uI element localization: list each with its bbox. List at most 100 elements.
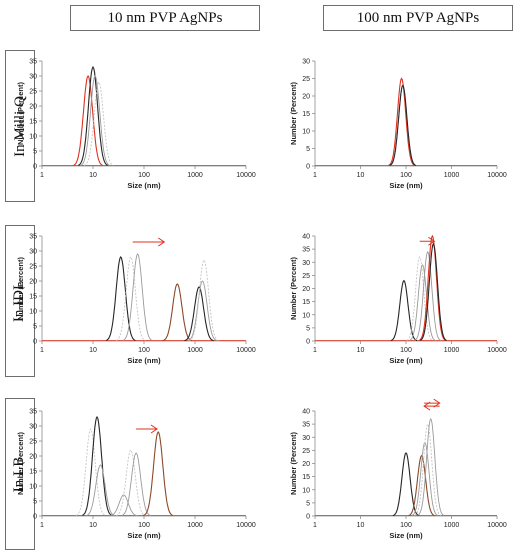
x-tick-label: 10000 [487,522,507,529]
chart-lb-100nm: 0 5 10 15 20 25 30 35 40 1 10 100 1000 10000 Size (nm)… [289,398,507,540]
x-tick-label: 1000 [444,347,460,354]
y-tick-label: 15 [302,474,310,481]
series-line [105,256,136,342]
x-tick-label: 1000 [187,347,203,354]
y-tick-label: 20 [29,104,37,111]
y-tick-label: 30 [29,249,37,256]
y-tick-label: 20 [302,94,310,101]
y-tick-label: 10 [302,487,310,494]
x-axis-title: Size (nm) [127,181,161,190]
series-line [80,75,111,166]
x-tick-label: 10000 [487,172,507,179]
chart-lb-10nm: 0 5 10 15 20 25 30 35 1 10 100 1000 10000 Size (nm) Nu… [16,409,256,541]
y-tick-label: 5 [33,149,37,156]
x-axis-title: Size (nm) [389,531,423,540]
y-tick-label: 30 [302,59,310,66]
series-line [122,253,153,341]
shift-arrow-back-head [423,401,431,411]
column-header-100nm-label: 100 nm PVP AgNPs [356,9,480,26]
y-tick-label: 30 [29,74,37,81]
series-line [83,81,114,166]
y-tick-label: 30 [302,435,310,442]
y-tick-label: 20 [29,454,37,461]
x-tick-label: 1000 [187,172,203,179]
series-line [115,449,146,517]
shift-arrow-head [428,236,436,246]
y-tick-label: 25 [302,76,310,83]
y-tick-label: 10 [29,134,37,141]
x-tick-label: 1 [313,347,317,354]
x-tick-label: 1 [40,347,44,354]
x-tick-label: 1000 [444,522,460,529]
series-line [189,259,219,341]
series-line [162,283,193,342]
y-tick-label: 0 [33,164,37,171]
series-line [414,423,442,516]
series-line [408,454,435,517]
x-tick-label: 100 [138,347,150,354]
series-line [406,256,433,341]
series-line [143,431,174,517]
series-line [85,464,116,517]
series-line [82,415,112,516]
row-header-milliq: In Milli Q [5,50,35,202]
series-line [419,242,447,341]
x-tick-label: 100 [400,522,412,529]
series-line [392,452,420,517]
x-axis-title: Size (nm) [127,531,161,540]
y-tick-label: 10 [29,484,37,491]
x-tick-label: 1000 [444,172,460,179]
x-tick-label: 1000 [187,522,203,529]
x-tick-label: 100 [400,172,412,179]
series-line [73,75,103,166]
series-line [108,494,139,517]
y-tick-label: 10 [29,309,37,316]
x-tick-label: 10 [89,172,97,179]
series-line [414,250,442,341]
y-tick-label: 40 [302,234,310,241]
chart-milliq-10nm: 0 5 10 15 20 25 30 35 1 10 100 1000 10000 Size (nm) Nu… [16,59,256,191]
y-tick-label: 0 [306,514,310,521]
series-line [390,279,418,342]
y-axis-title: Number (Percent) [289,257,298,320]
x-tick-label: 10 [89,522,97,529]
x-tick-label: 10000 [487,347,507,354]
y-axis-title: Number (Percent) [16,432,25,495]
x-tick-label: 100 [138,172,150,179]
y-tick-label: 15 [29,294,37,301]
y-tick-label: 15 [302,299,310,306]
chart-idl-10nm: 0 5 10 15 20 25 30 35 1 10 100 1000 10000 Size (nm) Nu… [16,234,256,366]
y-tick-label: 20 [302,461,310,468]
chart-milliq-100nm: 0 5 10 15 20 25 30 1 10 100 1000 10000 Size (nm) Numb… [289,59,507,191]
x-axis-title: Size (nm) [127,356,161,365]
y-tick-label: 5 [306,325,310,332]
x-tick-label: 100 [400,347,412,354]
y-tick-label: 25 [302,273,310,280]
y-tick-label: 35 [29,234,37,241]
x-tick-label: 1 [313,522,317,529]
series-line [121,452,151,517]
y-tick-label: 25 [29,439,37,446]
chart-idl-100nm: 0 5 10 15 20 25 30 35 40 1 10 100 1000 10000 Size (nm)… [289,234,507,366]
y-tick-label: 25 [302,448,310,455]
y-tick-label: 35 [29,59,37,66]
y-tick-label: 15 [302,111,310,118]
x-tick-label: 10 [89,347,97,354]
row-header-idl: In IDL [5,225,35,377]
y-tick-label: 10 [302,129,310,136]
shift-arrow-head [150,424,158,434]
y-tick-label: 15 [29,119,37,126]
y-tick-label: 30 [302,260,310,267]
y-tick-label: 5 [33,324,37,331]
y-tick-label: 25 [29,264,37,271]
y-tick-label: 35 [302,422,310,429]
y-tick-label: 0 [306,339,310,346]
x-axis-title: Size (nm) [389,181,423,190]
series-line [409,264,436,341]
x-tick-label: 10000 [236,172,256,179]
y-axis-title: Number (Percent) [16,257,25,320]
y-tick-label: 25 [29,89,37,96]
y-axis-title: Number (Percent) [16,82,25,145]
x-tick-label: 10000 [236,347,256,354]
x-tick-label: 10 [357,347,365,354]
